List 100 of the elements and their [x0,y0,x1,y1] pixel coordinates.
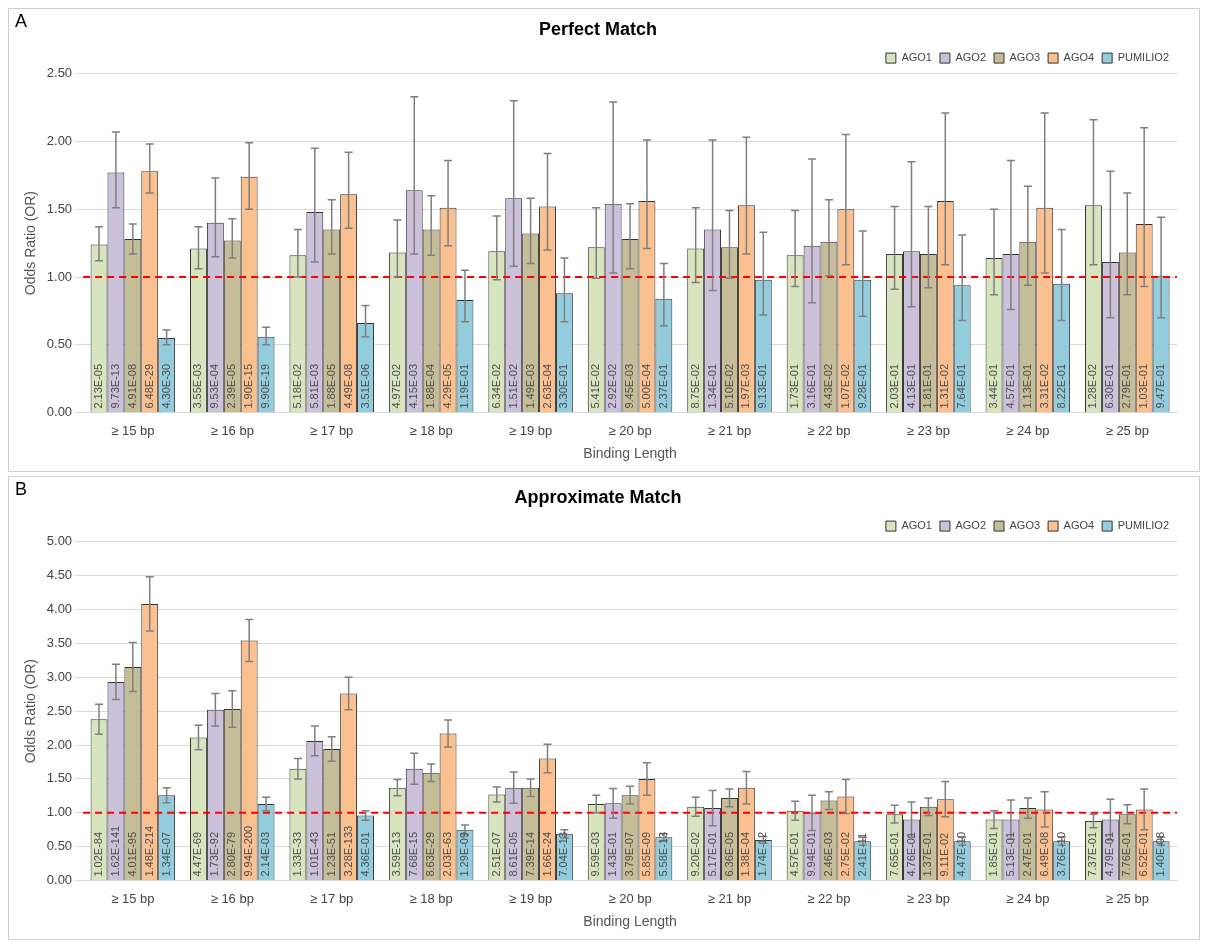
y-tick-label: 0.50 [46,838,73,854]
annotation: 1.07E-02 [838,363,851,409]
annotation: 6.34E-02 [489,363,502,409]
annotation: 1.74E-12 [756,831,769,877]
y-tick-label: 2.50 [46,65,73,81]
y-tick-label: 0.00 [46,872,73,888]
y-tick-label: 5.00 [46,533,73,549]
annotation: 7.68E-15 [407,831,420,877]
annotation: 5.18E-02 [290,363,303,409]
annotation: 8.61E-05 [506,831,519,877]
annotation: 1.02E-84 [92,831,105,877]
annotation: 6.36E-05 [722,831,735,877]
x-axis-title: Binding Length [583,445,677,462]
x-tick-label: ≥ 17 bp [310,422,354,438]
annotation: 1.49E-03 [523,363,536,409]
annotation: 8.22E-01 [1054,363,1067,409]
annotation: 5.13E-01 [1003,831,1016,877]
annotation: 1.85E-01 [987,831,1000,877]
annotation: 4.36E-01 [358,831,371,877]
x-tick-label: ≥ 21 bp [707,890,752,906]
annotation: 2.03E-63 [441,831,454,877]
annotation: 1.34E-07 [159,831,172,877]
y-tick-label: 1.50 [46,770,73,786]
annotation: 4.79E-01 [1103,831,1116,877]
annotation: 1.37E-01 [921,831,934,877]
annotation: 7.76E-01 [1120,831,1133,877]
x-tick-label: ≥ 22 bp [807,422,851,438]
annotation: 4.76E-01 [904,831,917,877]
annotation: 2.37E-01 [656,363,669,409]
chart-title: Perfect Match [538,18,658,39]
text: A [15,10,28,31]
annotation: 2.41E-11 [855,832,868,877]
annotation: 1.28E-02 [1086,363,1099,409]
x-tick-label: ≥ 18 bp [409,890,453,906]
x-tick-label: ≥ 24 bp [1006,422,1050,438]
annotation: 5.81E-03 [307,363,320,409]
annotation: 7.65E-01 [887,831,900,877]
annotation: 6.49E-08 [1037,831,1050,877]
annotation: 5.41E-02 [589,363,602,409]
y-axis-title: Odds Ratio (OR) [22,190,39,296]
annotation: 4.01E-95 [125,831,138,877]
x-tick-label: ≥ 25 bp [1105,890,1149,906]
annotation: 2.51E-07 [489,831,502,877]
annotation: 2.47E-01 [1020,831,1033,877]
annotation: 3.31E-02 [1037,363,1050,409]
annotation: 1.73E-01 [788,363,801,409]
x-tick-label: ≥ 18 bp [409,422,453,438]
y-tick-label: 2.00 [46,132,73,148]
annotation: 5.58E-13 [656,831,669,877]
annotation: 1.33E-33 [290,831,303,877]
annotation: 3.51E-06 [358,363,371,409]
y-tick-label: 3.00 [46,668,73,684]
x-tick-label: ≥ 19 bp [508,422,553,438]
x-tick-label: ≥ 19 bp [508,890,553,906]
annotation: 9.59E-03 [589,831,602,877]
annotation: 2.39E-05 [225,363,238,409]
annotation: 1.51E-02 [506,363,519,409]
annotation: 2.80E-79 [225,831,238,877]
annotation: 4.47E-69 [191,831,204,877]
annotation: 1.88E-05 [324,363,337,409]
annotation: 5.00E-04 [639,363,652,409]
annotation: 2.79E-01 [1120,363,1133,409]
annotation: 2.63E-04 [540,363,553,409]
annotation: 8.63E-29 [424,831,437,877]
legend-label: AGO4 [1063,519,1095,532]
chart-title: Approximate Match [514,486,682,507]
annotation: 4.15E-03 [407,363,420,409]
annotation: 4.57E-01 [788,831,801,877]
annotation: 1.19E-01 [458,363,470,409]
x-tick-label: ≥ 15 bp [111,890,155,906]
y-axis-title: Odds Ratio (OR) [22,658,39,764]
legend-label: AGO4 [1063,51,1095,64]
legend-label: AGO3 [1009,519,1041,532]
legend-label: AGO1 [901,519,932,532]
y-tick-label: 1.50 [46,200,73,216]
annotation: 9.90E-19 [259,363,272,409]
annotation: 2.14E-03 [259,831,272,877]
annotation: 4.13E-01 [904,363,917,409]
annotation: 6.30E-01 [1103,363,1116,409]
y-tick-label: 1.00 [46,268,73,284]
y-tick-label: 3.50 [46,634,73,650]
annotation: 3.59E-13 [390,831,403,877]
annotation: 9.73E-13 [108,363,121,409]
x-tick-label: ≥ 23 bp [906,890,951,906]
x-tick-label: ≥ 21 bp [707,422,752,438]
legend-label: PUMILIO2 [1117,519,1170,532]
annotation: 1.03E-01 [1137,363,1150,409]
annotation: 1.81E-01 [921,363,934,409]
x-axis-title: Binding Length [583,913,677,930]
annotation: 3.55E-03 [191,363,204,409]
annotation: 1.29E-09 [458,831,470,877]
legend-label: AGO1 [901,51,932,64]
annotation: 3.79E-07 [623,831,636,877]
y-tick-label: 4.00 [46,600,73,616]
annotation: 9.53E-04 [208,363,221,409]
annotation: 6.48E-29 [142,363,155,409]
annotation: 1.48E-214 [142,825,155,877]
x-tick-label: ≥ 16 bp [210,890,254,906]
x-tick-label: ≥ 20 bp [608,422,652,438]
annotation: 4.29E-05 [441,363,454,409]
